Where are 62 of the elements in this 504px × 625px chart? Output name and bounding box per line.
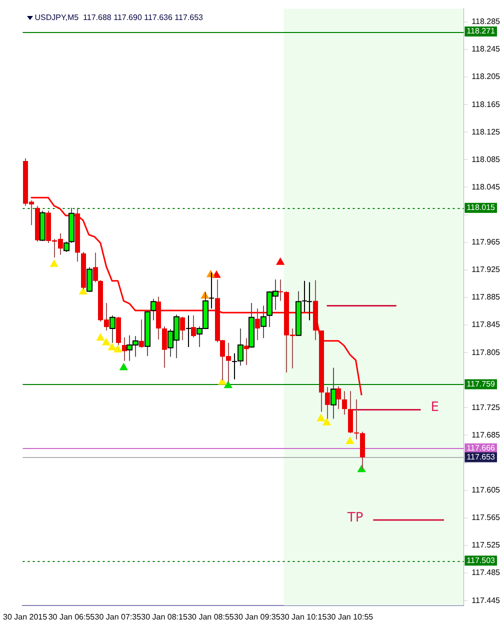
- point: [114, 345, 122, 352]
- x-tick-label: 30 Jan 10:15: [280, 612, 328, 622]
- y-tick-label: 117.965: [472, 238, 501, 247]
- y-tick-label: 118.165: [472, 100, 501, 109]
- y-tick-label: 117.565: [472, 513, 501, 522]
- ref-line-label: 117.503: [466, 556, 496, 565]
- y-tick-label: 118.245: [472, 44, 501, 54]
- point: [224, 381, 232, 388]
- series-label: E: [430, 400, 439, 416]
- point: [108, 343, 116, 350]
- y-tick-label: 117.445: [472, 596, 501, 605]
- point: [120, 363, 128, 370]
- x-tick-label: 30 Jan 08:15: [141, 612, 188, 622]
- y-tick-label: 117.605: [472, 486, 501, 495]
- ref-line-label: 117.653: [466, 452, 496, 462]
- text: USDJPY,M5 117.688 117.690 117.636 117.653: [34, 13, 204, 22]
- x-tick-label: 30 Jan 07:35: [94, 612, 142, 622]
- point: [212, 270, 220, 278]
- point: [316, 414, 325, 422]
- y-tick-label: 117.685: [472, 430, 501, 440]
- y-tick-label: 118.085: [472, 154, 501, 164]
- candlestick: [162, 326, 167, 368]
- y-tick-label: 117.725: [472, 402, 501, 412]
- point: [346, 436, 354, 444]
- y-tick-label: 118.125: [472, 127, 501, 136]
- y-tick-label: 117.485: [472, 568, 501, 578]
- x-tick-label: 30 Jan 06:55: [48, 612, 96, 622]
- candlestick: [180, 316, 185, 341]
- y-tick-label: 117.845: [472, 320, 501, 330]
- point: [218, 378, 226, 385]
- x-tick-label: 30 Jan 09:35: [234, 612, 281, 622]
- candlestick: [244, 338, 249, 366]
- series-label: TP: [346, 510, 364, 526]
- candlestick: [348, 390, 353, 434]
- y-tick-label: 118.205: [472, 72, 501, 82]
- x-tick-label: 30 Jan 10:55: [326, 612, 374, 622]
- ref-line-label: 117.759: [466, 379, 496, 388]
- ref-line-label: 117.666: [466, 444, 496, 453]
- point: [102, 338, 110, 346]
- point: [96, 334, 104, 341]
- point: [50, 260, 58, 267]
- candlestick: [191, 314, 196, 338]
- x-tick-label: 30 Jan 2015: [3, 612, 48, 622]
- y-tick-label: 118.045: [472, 182, 501, 192]
- y-tick-label: 118.285: [472, 17, 501, 26]
- candlestick: [93, 252, 98, 283]
- candlestick: [139, 319, 144, 348]
- ref-line-label: 118.015: [466, 203, 496, 212]
- y-tick-label: 117.885: [472, 292, 501, 302]
- x-tick-label: 30 Jan 08:55: [188, 612, 234, 622]
- y-tick-label: 117.925: [472, 265, 501, 274]
- ref-line-label: 118.271: [466, 26, 496, 36]
- candlestick: [186, 314, 192, 348]
- point: [276, 258, 284, 265]
- point: [79, 287, 88, 294]
- candlestick: [342, 390, 347, 416]
- point: [358, 465, 366, 472]
- point: [322, 418, 331, 426]
- candlestick: [255, 308, 260, 341]
- candlestick: [336, 386, 341, 410]
- y-tick-label: 117.525: [472, 540, 501, 550]
- y-tick-label: 117.805: [472, 348, 501, 357]
